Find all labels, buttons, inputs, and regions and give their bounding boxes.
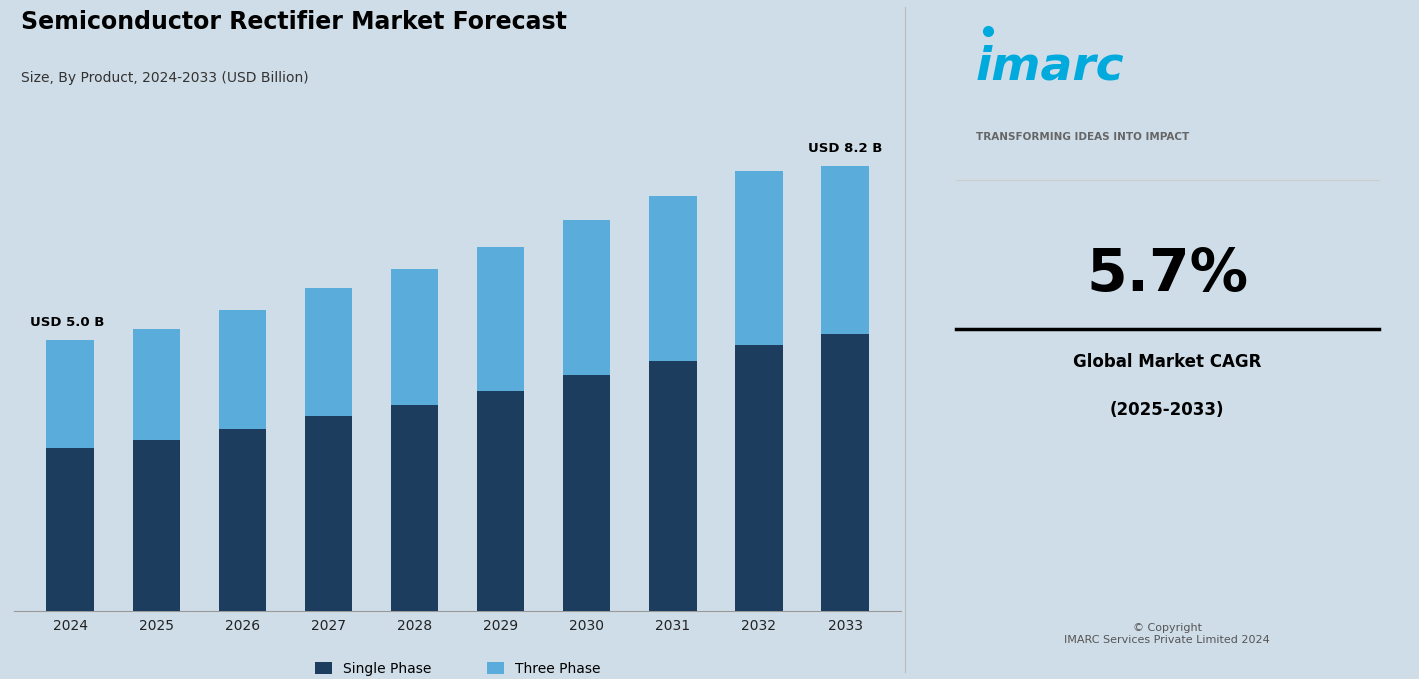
Bar	[132, 329, 180, 440]
Bar	[477, 247, 525, 391]
Text: Size, By Product, 2024-2033 (USD Billion): Size, By Product, 2024-2033 (USD Billion…	[21, 71, 309, 86]
Bar	[735, 345, 783, 611]
Text: (2025-2033): (2025-2033)	[1110, 401, 1225, 419]
Bar	[132, 440, 180, 611]
Text: © Copyright
IMARC Services Private Limited 2024: © Copyright IMARC Services Private Limit…	[1064, 623, 1270, 645]
Bar	[477, 391, 525, 611]
Bar	[47, 448, 94, 611]
Bar	[650, 196, 697, 361]
Text: imarc: imarc	[976, 44, 1124, 89]
Text: 5.7%: 5.7%	[1086, 246, 1249, 304]
Bar	[219, 429, 265, 611]
Text: USD 8.2 B: USD 8.2 B	[807, 142, 883, 155]
Bar	[390, 269, 438, 405]
Bar	[650, 361, 697, 611]
Bar	[822, 334, 868, 611]
Bar	[735, 171, 783, 345]
Bar	[822, 166, 868, 334]
Text: Semiconductor Rectifier Market Forecast: Semiconductor Rectifier Market Forecast	[21, 10, 568, 34]
Legend: Single Phase, Three Phase: Single Phase, Three Phase	[309, 656, 606, 679]
Bar	[563, 220, 610, 375]
Text: Global Market CAGR: Global Market CAGR	[1073, 353, 1261, 371]
Bar	[305, 416, 352, 611]
Text: TRANSFORMING IDEAS INTO IMPACT: TRANSFORMING IDEAS INTO IMPACT	[976, 132, 1189, 143]
Bar	[305, 288, 352, 416]
Bar	[390, 405, 438, 611]
Bar	[219, 310, 265, 429]
Bar	[47, 340, 94, 448]
Bar	[563, 375, 610, 611]
Text: USD 5.0 B: USD 5.0 B	[30, 316, 104, 329]
